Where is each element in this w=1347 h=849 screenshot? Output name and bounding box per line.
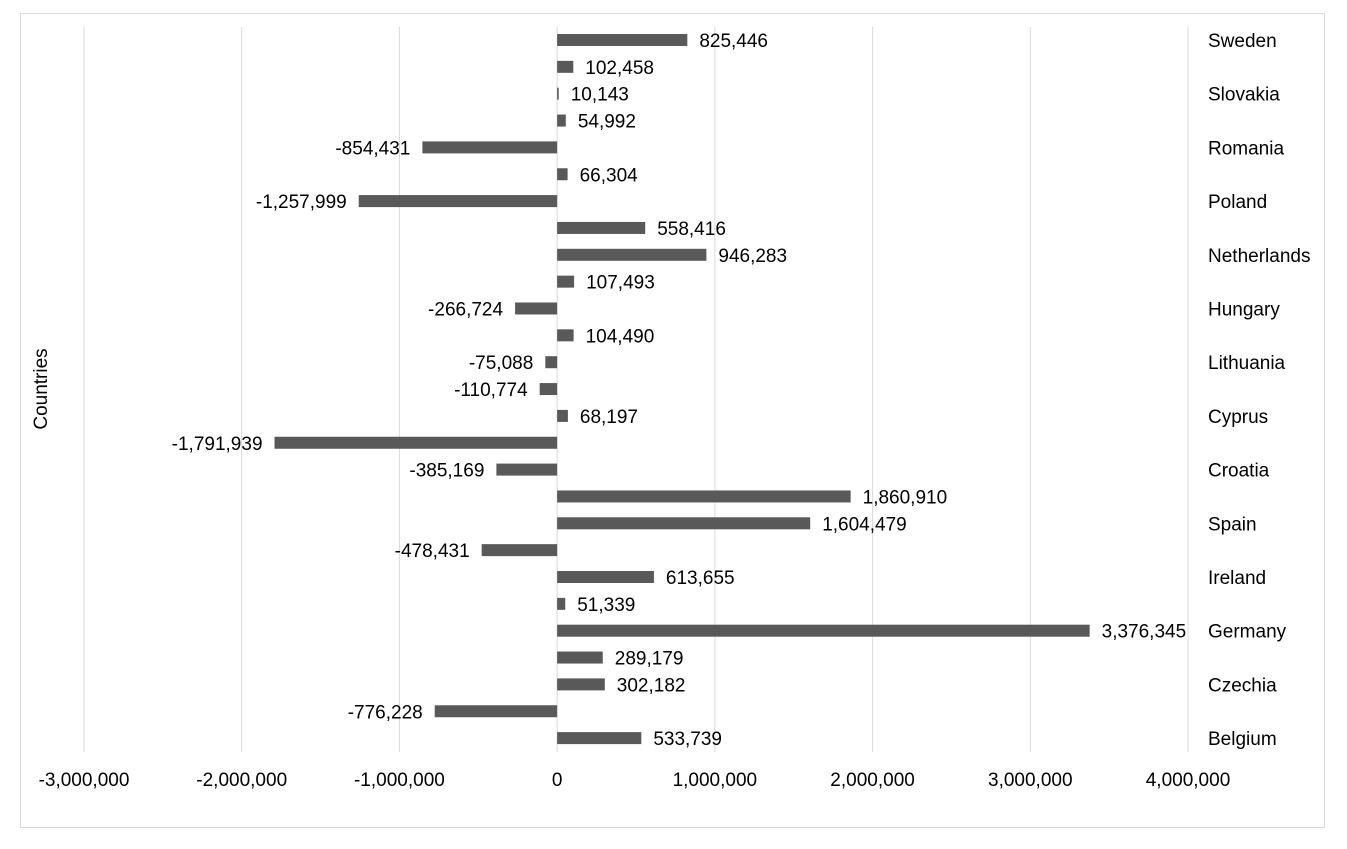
category-label: Cyprus — [1208, 407, 1268, 428]
value-label: 613,655 — [666, 568, 735, 589]
bar — [274, 436, 558, 449]
bar — [557, 597, 566, 610]
value-label: 51,339 — [577, 595, 635, 616]
bar — [539, 383, 558, 396]
category-label: Spain — [1208, 514, 1257, 535]
value-label: -1,257,999 — [256, 192, 347, 213]
value-label: -385,169 — [409, 461, 484, 482]
value-label: 68,197 — [580, 407, 638, 428]
value-label: -1,791,939 — [172, 434, 263, 455]
value-label: 10,143 — [571, 85, 629, 106]
category-label: Poland — [1208, 192, 1267, 213]
bar — [557, 624, 1090, 637]
category-label: Belgium — [1208, 729, 1277, 750]
category-label: Germany — [1208, 622, 1287, 643]
bar — [557, 490, 851, 503]
value-label: -776,228 — [348, 702, 423, 723]
x-tick-label: -3,000,000 — [39, 770, 130, 791]
bar — [557, 114, 566, 127]
bar — [481, 544, 558, 557]
x-tick-label: 4,000,000 — [1146, 770, 1231, 791]
category-label: Netherlands — [1208, 246, 1310, 267]
value-label: -854,431 — [335, 138, 410, 159]
bar — [557, 60, 574, 73]
value-label: 54,992 — [578, 112, 636, 133]
bar — [545, 356, 558, 369]
category-label: Lithuania — [1208, 353, 1286, 374]
bar — [358, 195, 558, 208]
chart-frame — [20, 13, 1325, 828]
bars — [274, 34, 1090, 745]
x-tick-labels: -3,000,000 -2,000,000 -1,000,000 0 1,000,000… — [39, 770, 1231, 791]
value-label: 946,283 — [718, 246, 787, 267]
bar — [422, 141, 558, 154]
bar — [557, 248, 707, 261]
bar — [557, 168, 568, 181]
bar — [434, 705, 558, 718]
value-label: 302,182 — [617, 675, 686, 696]
value-labels: 825,446 102,458 10,143 54,992 -854,431 66,304… — [172, 31, 1187, 750]
category-labels: Sweden Slovakia Romania Poland Netherlands Hu… — [1208, 31, 1310, 750]
y-axis-label: Countries — [31, 348, 52, 429]
value-label: 104,490 — [586, 326, 655, 347]
bar — [557, 409, 568, 422]
value-label: 107,493 — [586, 273, 655, 294]
bar — [557, 517, 811, 530]
value-label: -478,431 — [395, 541, 470, 562]
bar — [515, 302, 558, 315]
category-label: Czechia — [1208, 675, 1277, 696]
bar — [557, 34, 688, 46]
bar — [557, 651, 603, 664]
bar — [557, 732, 642, 745]
x-tick-label: -2,000,000 — [196, 770, 287, 791]
value-label: 1,604,479 — [822, 514, 907, 535]
value-label: 558,416 — [657, 219, 726, 240]
value-label: -110,774 — [454, 380, 528, 401]
bar — [496, 463, 558, 476]
value-label: 1,860,910 — [863, 487, 948, 508]
value-label: 825,446 — [699, 31, 768, 52]
category-label: Romania — [1208, 138, 1284, 159]
value-label: 3,376,345 — [1102, 622, 1187, 643]
value-label: 533,739 — [653, 729, 722, 750]
bar — [557, 87, 559, 100]
category-label: Sweden — [1208, 31, 1277, 52]
bar — [557, 275, 575, 288]
bar — [557, 571, 654, 583]
x-tick-label: -1,000,000 — [354, 770, 445, 791]
x-tick-label: 3,000,000 — [988, 770, 1073, 791]
category-label: Ireland — [1208, 568, 1266, 589]
x-tick-label: 0 — [552, 770, 563, 791]
category-label: Hungary — [1208, 300, 1280, 321]
value-label: -75,088 — [469, 353, 533, 374]
value-label: 289,179 — [615, 649, 684, 670]
bar — [557, 221, 646, 234]
bar — [557, 678, 605, 691]
bar — [557, 329, 574, 342]
category-label: Croatia — [1208, 461, 1270, 482]
gridlines — [83, 27, 1189, 752]
x-tick-label: 2,000,000 — [830, 770, 915, 791]
value-label: 66,304 — [580, 165, 639, 186]
category-label: Slovakia — [1208, 85, 1280, 106]
x-tick-label: 1,000,000 — [673, 770, 758, 791]
value-label: -266,724 — [428, 300, 503, 321]
value-label: 102,458 — [585, 58, 654, 79]
